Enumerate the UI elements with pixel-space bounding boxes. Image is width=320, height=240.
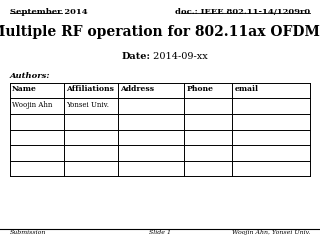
Text: September 2014: September 2014	[10, 8, 87, 16]
Text: Address: Address	[120, 85, 155, 93]
Text: Phone: Phone	[187, 85, 214, 93]
Text: Multiple RF operation for 802.11ax OFDMA: Multiple RF operation for 802.11ax OFDMA	[0, 25, 320, 39]
Text: doc.: IEEE 802.11-14/1209r0: doc.: IEEE 802.11-14/1209r0	[175, 8, 310, 16]
Text: Name: Name	[12, 85, 37, 93]
Text: Date:: Date:	[121, 52, 150, 60]
Text: Woojin Ahn: Woojin Ahn	[12, 101, 52, 109]
Text: 2014-09-xx: 2014-09-xx	[150, 52, 208, 60]
Text: Woojin Ahn, Yonsei Univ.: Woojin Ahn, Yonsei Univ.	[232, 230, 310, 235]
Text: email: email	[235, 85, 259, 93]
Text: Yonsei Univ.: Yonsei Univ.	[66, 101, 109, 109]
Text: Submission: Submission	[10, 230, 46, 235]
Text: Affiliations: Affiliations	[66, 85, 114, 93]
Text: Authors:: Authors:	[10, 72, 50, 80]
Text: Slide 1: Slide 1	[149, 230, 171, 235]
